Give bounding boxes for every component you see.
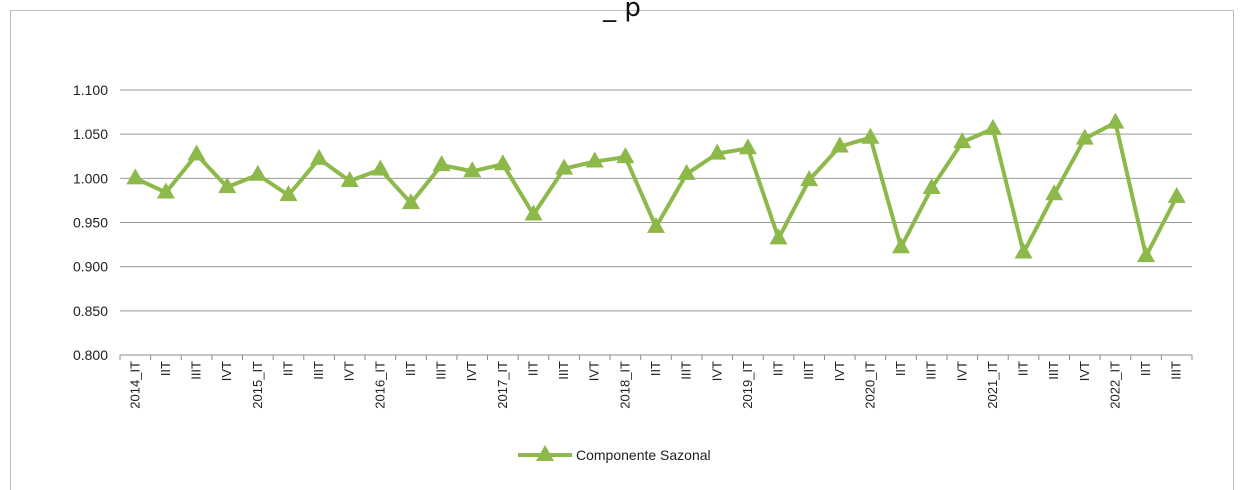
chart-title: _ p (602, 0, 641, 23)
y-tick-label: 1.000 (73, 170, 108, 186)
y-tick-label: 0.950 (73, 215, 108, 231)
data-point-marker (187, 144, 206, 161)
x-tick-label: IIT (525, 361, 540, 376)
legend-label: Componente Sazonal (576, 447, 711, 463)
x-tick-label: 2021_IT (985, 361, 1000, 409)
legend-marker-icon (536, 445, 554, 461)
x-tick-label: IIT (771, 361, 786, 376)
x-tick-label: 2014_IT (127, 361, 142, 409)
data-point-marker (1167, 186, 1186, 203)
x-tick-label: IIIT (556, 361, 571, 380)
data-point-marker (677, 163, 696, 180)
x-tick-label: IIIT (434, 361, 449, 380)
x-tick-label: IIIT (924, 361, 939, 380)
data-point-marker (892, 237, 911, 254)
x-tick-label: IIIT (1169, 361, 1184, 380)
y-tick-label: 1.050 (73, 126, 108, 142)
y-tick-label: 0.800 (73, 347, 108, 363)
x-tick-label: IIT (1138, 361, 1153, 376)
data-point-marker (248, 164, 267, 181)
data-point-marker (555, 158, 574, 175)
y-tick-label: 1.100 (73, 82, 108, 98)
data-point-marker (279, 185, 298, 202)
x-tick-label: IIT (403, 361, 418, 376)
data-point-marker (647, 216, 665, 233)
chart-frame (10, 10, 1234, 490)
x-tick-label: 2018_IT (617, 361, 632, 409)
x-tick-label: IIIT (801, 361, 816, 380)
x-tick-label: IVT (954, 361, 969, 381)
x-tick-label: IVT (709, 361, 724, 381)
data-point-marker (340, 170, 359, 187)
data-point-marker (401, 193, 420, 210)
x-tick-label: IIIT (189, 361, 204, 380)
x-tick-label: IIT (280, 361, 295, 376)
y-axis-ticks: 1.100 1.050 1.000 0.950 0.900 0.850 0.800 (73, 82, 108, 363)
data-point-marker (738, 138, 757, 155)
x-tick-label: 2017_IT (495, 361, 510, 409)
data-point-marker (156, 182, 175, 199)
series-line (134, 120, 1179, 259)
legend: Componente Sazonal (518, 445, 711, 463)
x-tick-label: 2022_IT (1107, 361, 1122, 409)
data-point-marker (524, 204, 543, 221)
x-tick-label: 2020_IT (862, 361, 877, 409)
x-tick-label: IVT (342, 361, 357, 381)
x-tick-label: IIT (893, 361, 908, 376)
x-tick-label: 2019_IT (740, 361, 755, 409)
data-point-marker (218, 177, 237, 194)
x-tick-label: 2016_IT (372, 361, 387, 409)
data-point-marker (310, 148, 329, 165)
data-point-marker (585, 151, 604, 168)
data-point-marker (463, 161, 482, 178)
x-tick-label: IVT (1077, 361, 1092, 381)
data-point-marker (1106, 112, 1125, 129)
data-point-marker (861, 127, 880, 144)
x-tick-label: IIIT (1046, 361, 1061, 380)
x-tick-label: IIIT (679, 361, 694, 380)
x-tick-label: IIT (1016, 361, 1031, 376)
x-tick-label: IVT (832, 361, 847, 381)
data-point-marker (830, 136, 849, 153)
x-tick-label: IVT (464, 361, 479, 381)
data-point-marker (922, 178, 941, 195)
data-point-marker (1045, 184, 1064, 201)
x-tick-label: IIT (648, 361, 663, 376)
data-point-marker (371, 159, 390, 176)
x-tick-label: IVT (587, 361, 602, 381)
x-tick-label: IIT (158, 361, 173, 376)
x-axis-ticks: 2014_IT IIT IIIT IVT 2015_IT IIT IIIT IVT 2016_I… (119, 355, 1193, 409)
x-tick-label: IVT (219, 361, 234, 381)
series-componente-sazonal (126, 112, 1186, 263)
data-point-marker (983, 118, 1002, 135)
y-tick-label: 0.850 (73, 303, 108, 319)
data-point-marker (1137, 246, 1156, 263)
data-point-marker (953, 132, 972, 149)
data-point-marker (493, 154, 512, 171)
data-point-marker (1075, 128, 1094, 145)
data-point-marker (432, 155, 451, 172)
x-tick-label: IIIT (311, 361, 326, 380)
y-tick-label: 0.900 (73, 259, 108, 275)
x-tick-label: 2015_IT (250, 361, 265, 409)
data-point-marker (769, 228, 788, 245)
data-point-marker (616, 147, 635, 164)
data-point-marker (708, 143, 727, 160)
data-point-marker (1014, 242, 1033, 259)
data-point-marker (126, 168, 145, 185)
data-point-marker (800, 170, 819, 187)
